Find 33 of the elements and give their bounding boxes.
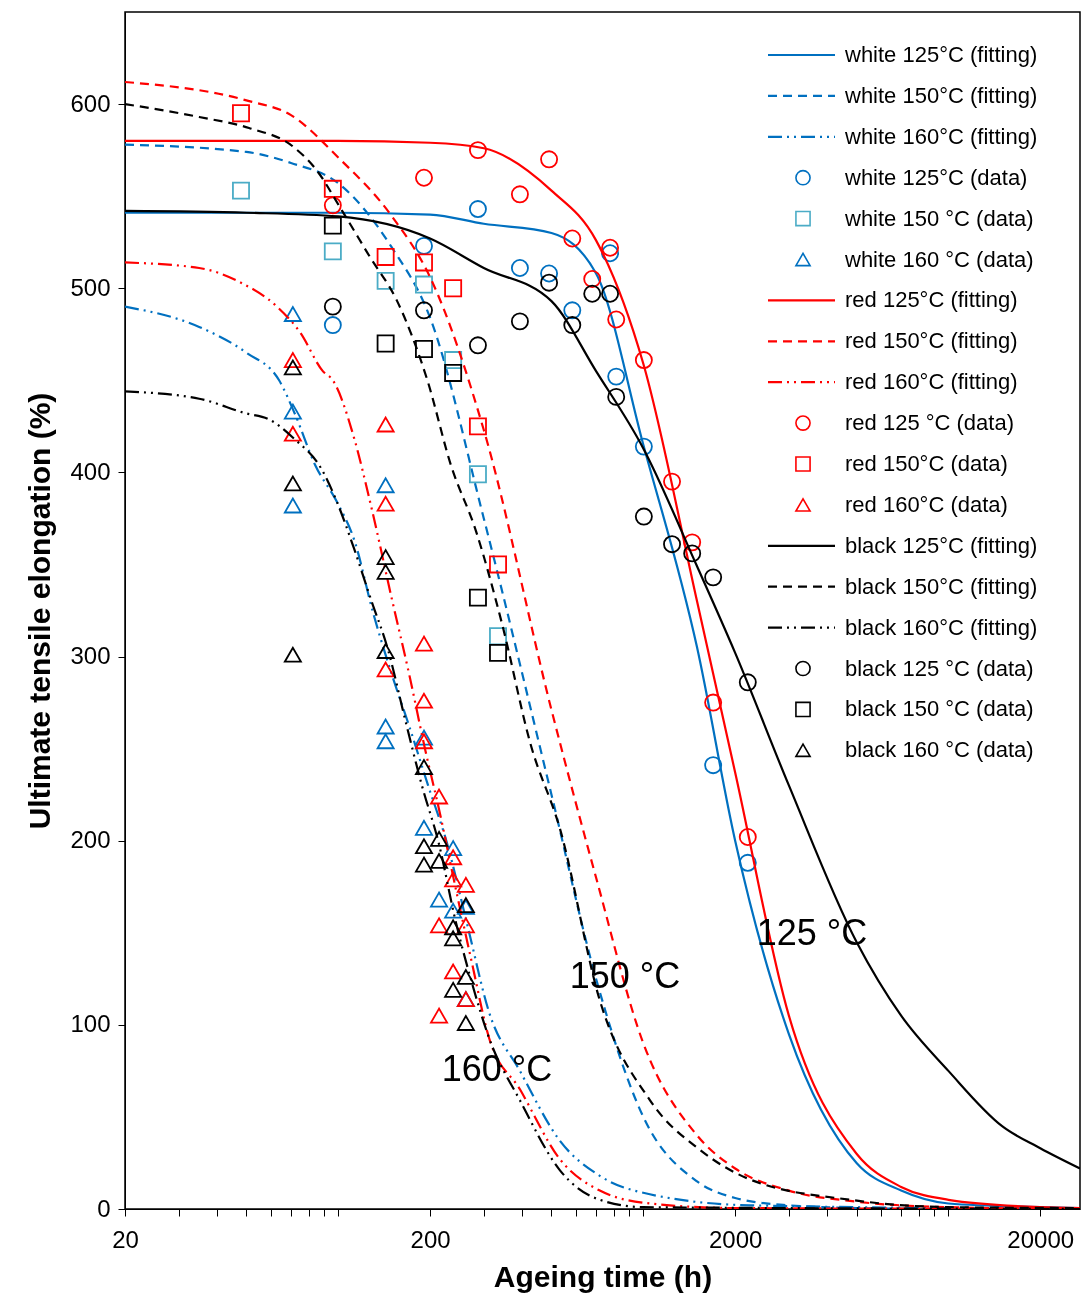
legend-label: white 160°C (fitting) <box>844 123 1038 149</box>
legend-label: white 125°C (fitting) <box>844 42 1038 67</box>
x-tick-label: 200 <box>410 1225 451 1253</box>
annotation: 160 °C <box>441 1048 553 1089</box>
y-axis-title: Ultimate tensile elongation (%) <box>23 392 57 830</box>
legend-label: red 160°C (data) <box>845 491 1008 517</box>
legend-label: red 150°C (data) <box>845 451 1008 476</box>
legend-label: white 150°C (fitting) <box>844 82 1038 108</box>
legend-label: black 125 °C (data) <box>845 655 1034 681</box>
legend-label: red 160°C (fitting) <box>845 369 1018 395</box>
legend-label: white 160 °C (data) <box>844 246 1034 272</box>
legend-label: red 125°C (fitting) <box>845 287 1018 313</box>
legend-label: black 160 °C (data) <box>845 737 1034 763</box>
legend-label: white 150 °C (data) <box>844 205 1034 231</box>
x-tick-label: 20 <box>112 1225 139 1253</box>
legend-label: black 125°C (fitting) <box>845 532 1038 558</box>
legend-label: black 150°C (fitting) <box>845 573 1038 599</box>
y-tick-label: 100 <box>70 1010 111 1038</box>
legend-label: white 125°C (data) <box>844 164 1028 190</box>
x-tick-label: 2000 <box>708 1225 763 1253</box>
y-tick-label: 400 <box>70 457 111 485</box>
annotation: 150 °C <box>569 955 681 996</box>
y-tick-label: 600 <box>70 89 111 117</box>
y-tick-label: 300 <box>70 642 111 670</box>
legend-label: black 150 °C (data) <box>845 696 1034 722</box>
y-tick-label: 0 <box>97 1194 111 1222</box>
x-tick-label: 20000 <box>1007 1225 1075 1253</box>
legend-label: red 125 °C (data) <box>845 410 1014 436</box>
y-tick-label: 200 <box>70 826 111 854</box>
legend-label: black 160°C (fitting) <box>845 614 1038 640</box>
x-axis-title: Ageing time (h) <box>493 1259 713 1293</box>
y-tick-label: 500 <box>70 273 111 301</box>
legend-label: red 150°C (fitting) <box>845 328 1018 354</box>
